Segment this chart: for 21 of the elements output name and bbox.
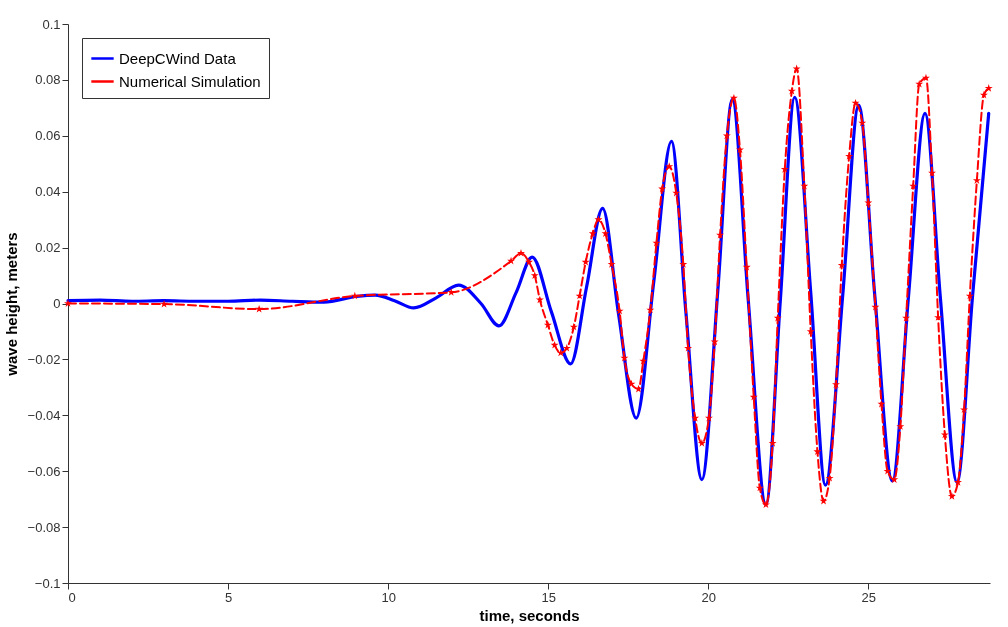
y-tick-label: −0.06 [27,463,61,479]
y-tick-label: 0.06 [35,128,61,144]
legend-label: Numerical Simulation [119,72,261,90]
y-tick-label: −0.02 [27,351,61,367]
y-tick-label: −0.08 [27,519,61,535]
y-tick-label: 0 [53,296,61,311]
y-tick-label: −0.04 [27,407,61,423]
y-tick-label: 0.04 [35,184,61,200]
y-tick-label: −0.1 [34,575,61,591]
legend-label: DeepCWind Data [119,49,237,67]
x-tick-label: 25 [861,589,877,605]
x-tick-label: 0 [68,589,76,605]
y-tick-label: 0.1 [42,16,61,32]
x-axis-title: time, seconds [479,606,580,624]
y-tick-label: 0.08 [35,72,61,88]
x-tick-label: 15 [541,589,556,605]
y-tick-label: 0.02 [35,240,61,256]
x-tick-label: 5 [224,589,233,605]
y-axis-title: wave height, meters [2,232,20,377]
x-tick-label: 10 [381,589,396,605]
x-tick-label: 20 [701,589,717,605]
